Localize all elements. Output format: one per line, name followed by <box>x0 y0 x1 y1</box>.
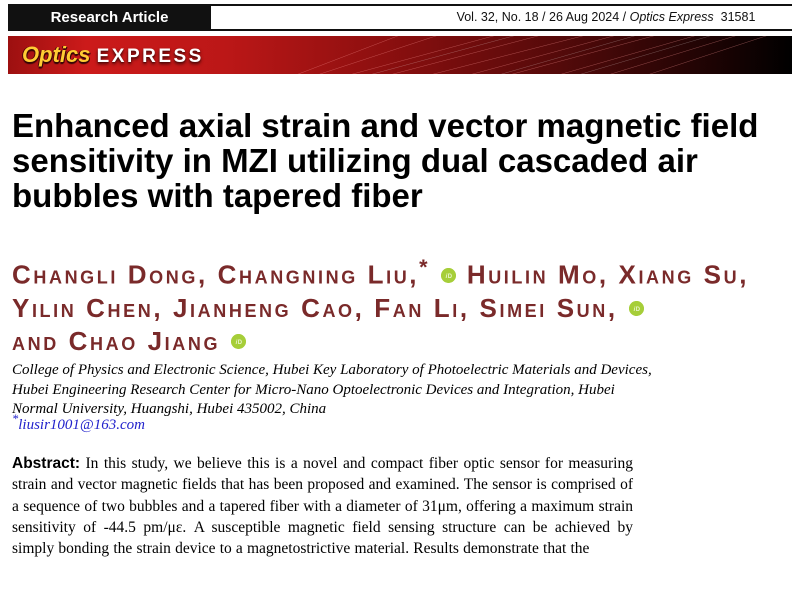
svg-text:D: D <box>448 274 453 280</box>
svg-text:D: D <box>635 307 640 313</box>
svg-text:D: D <box>238 340 243 346</box>
